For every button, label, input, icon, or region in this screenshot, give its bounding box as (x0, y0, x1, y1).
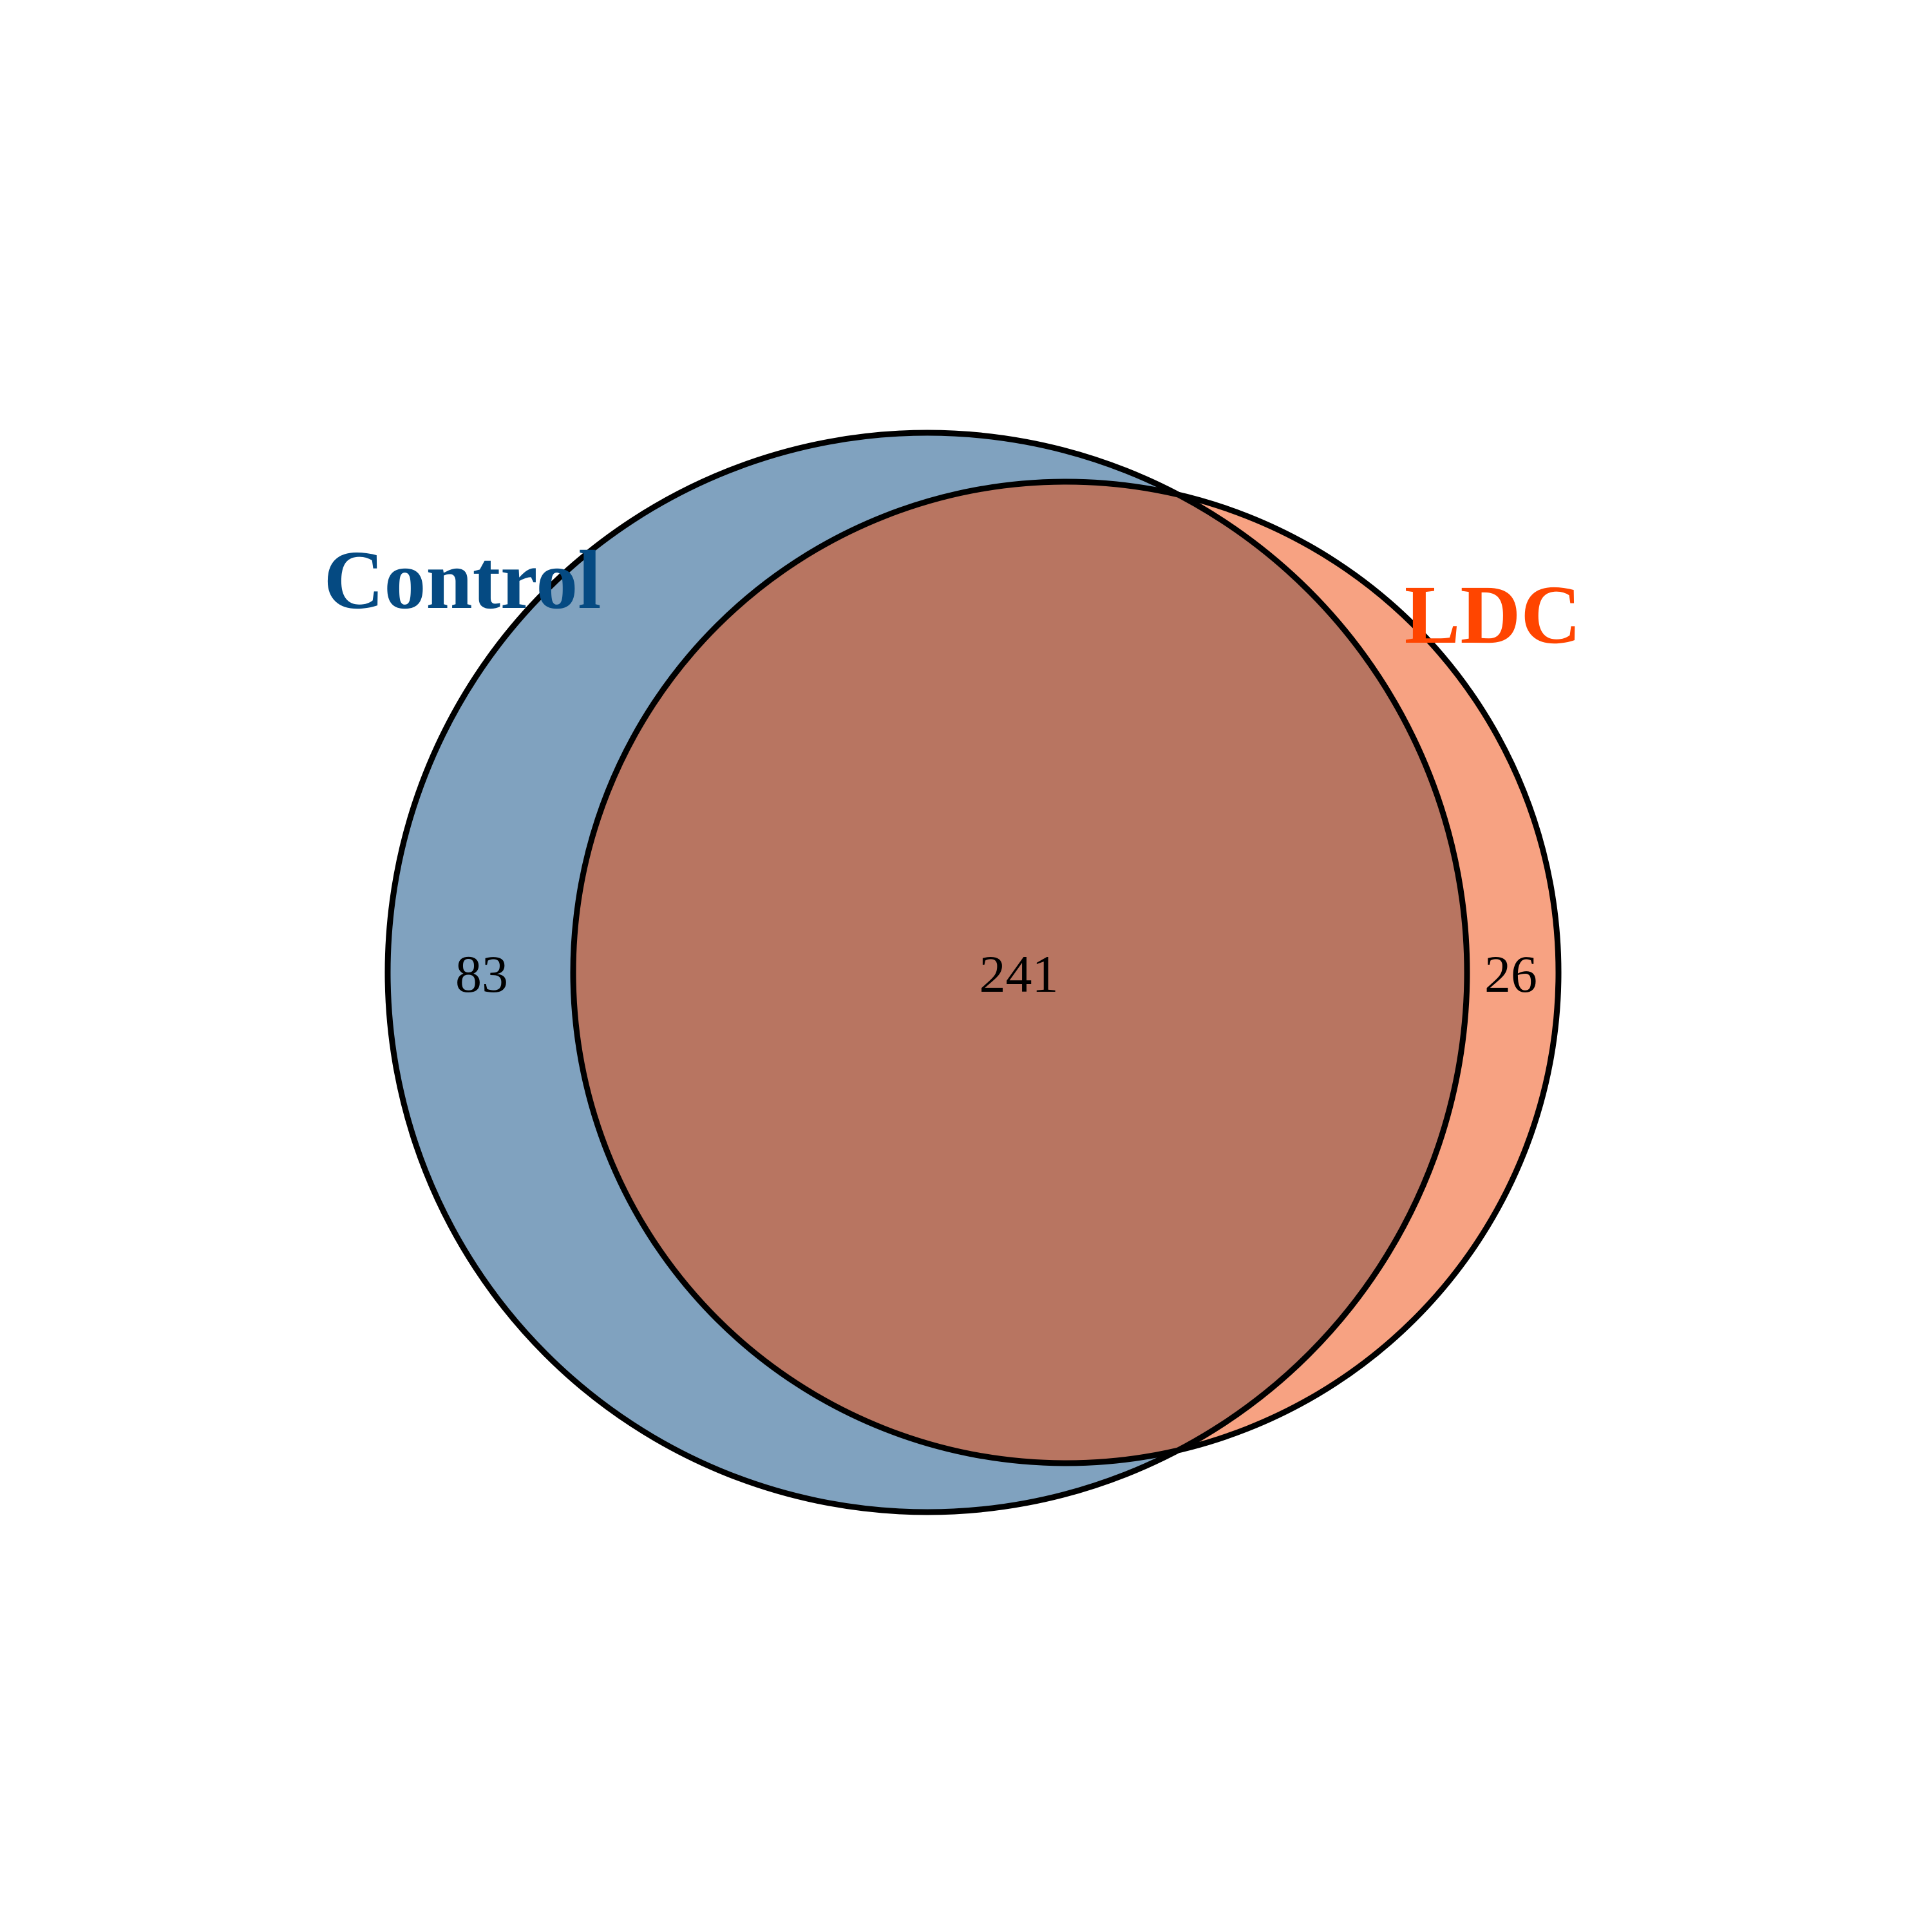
ldc-only-count: 26 (1484, 945, 1537, 1003)
control-set-outline (384, 430, 1470, 1515)
overlap-region (573, 482, 1467, 1463)
control-set-label: Control (324, 534, 601, 627)
ldc-set-outline (570, 478, 1562, 1466)
control-only-count: 83 (455, 945, 508, 1003)
intersection-count: 241 (980, 945, 1059, 1003)
ldc-set-label: LDC (1405, 569, 1581, 661)
